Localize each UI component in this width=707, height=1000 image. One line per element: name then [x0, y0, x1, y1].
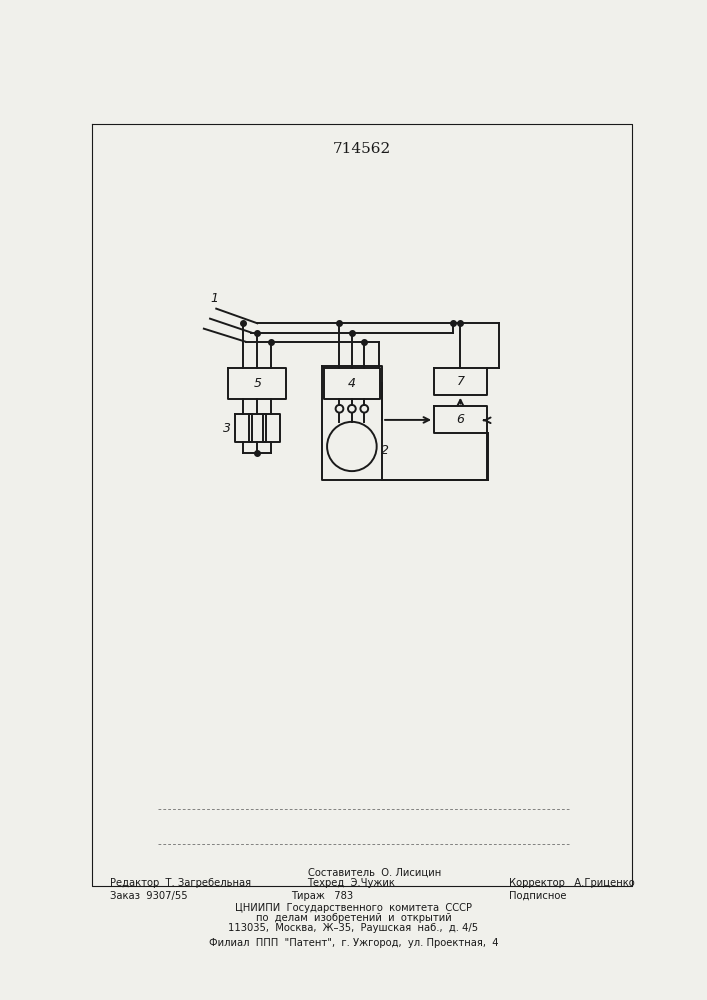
Text: Составитель  О. Лисицин: Составитель О. Лисицин — [308, 868, 440, 878]
Text: 7: 7 — [457, 375, 464, 388]
Text: 113035,  Москва,  Ж–35,  Раушская  наб.,  д. 4/5: 113035, Москва, Ж–35, Раушская наб., д. … — [228, 923, 479, 933]
Text: ЦНИИПИ  Государственного  комитета  СССР: ЦНИИПИ Государственного комитета СССР — [235, 903, 472, 913]
Text: 6: 6 — [457, 413, 464, 426]
Text: 5: 5 — [253, 377, 262, 390]
Text: по  делам  изобретений  и  открытий: по делам изобретений и открытий — [256, 913, 451, 923]
Text: Техред  Э.Чужик: Техред Э.Чужик — [308, 878, 395, 888]
Text: Заказ  9307/55: Заказ 9307/55 — [110, 891, 187, 901]
Text: 1: 1 — [211, 292, 219, 305]
Text: 714562: 714562 — [333, 142, 391, 156]
Text: Тираж   783: Тираж 783 — [291, 891, 353, 901]
Text: 4: 4 — [348, 377, 356, 390]
Text: Корректор   А.Гриценко: Корректор А.Гриценко — [509, 878, 635, 888]
Text: 2: 2 — [380, 444, 389, 457]
Text: Редактор  Т. Загребельная: Редактор Т. Загребельная — [110, 878, 251, 888]
Text: Подписное: Подписное — [509, 891, 566, 901]
Text: 3: 3 — [223, 422, 231, 434]
Text: Филиал  ППП  "Патент",  г. Ужгород,  ул. Проектная,  4: Филиал ППП "Патент", г. Ужгород, ул. Про… — [209, 938, 498, 948]
